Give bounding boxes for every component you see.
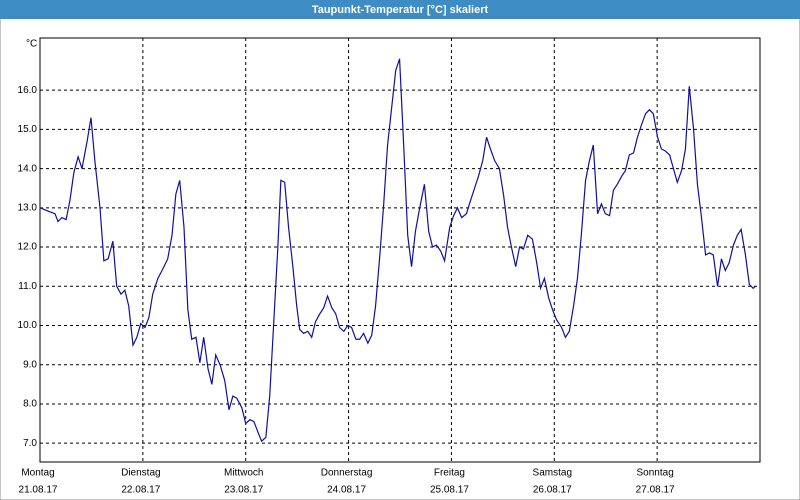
x-tick-date: 24.08.17 xyxy=(327,485,366,496)
x-tick-date: 25.08.17 xyxy=(430,485,469,496)
x-tick-label: Montag xyxy=(21,468,54,479)
chart-title: Taupunkt-Temperatur [°C] skaliert xyxy=(312,4,489,16)
y-tick-label: 9.0 xyxy=(23,359,37,370)
y-tick-label: 8.0 xyxy=(23,399,37,410)
title-bar xyxy=(0,0,800,19)
y-tick-label: 11.0 xyxy=(18,281,37,292)
x-tick-label: Sonntag xyxy=(637,468,674,479)
y-tick-label: 7.0 xyxy=(23,438,37,449)
x-tick-label: Freitag xyxy=(434,468,465,479)
x-tick-label: Samstag xyxy=(533,468,572,479)
x-tick-label: Dienstag xyxy=(121,468,160,479)
y-tick-label: 12.0 xyxy=(18,242,38,253)
data-line xyxy=(39,58,756,443)
y-tick-label: 10.0 xyxy=(18,320,38,331)
x-tick-label: Donnerstag xyxy=(321,468,373,479)
x-tick-label: Mittwoch xyxy=(224,468,263,479)
y-tick-label: 15.0 xyxy=(18,124,38,135)
y-tick-label: 14.0 xyxy=(18,163,38,174)
y-tick-label: 13.0 xyxy=(18,202,38,213)
x-tick-date: 27.08.17 xyxy=(636,485,675,496)
x-tick-date: 21.08.17 xyxy=(19,485,58,496)
y-tick-label: 16.0 xyxy=(18,85,38,96)
y-unit: °C xyxy=(26,39,37,50)
x-tick-date: 23.08.17 xyxy=(224,485,263,496)
x-tick-date: 22.08.17 xyxy=(121,485,160,496)
x-tick-date: 26.08.17 xyxy=(533,485,572,496)
